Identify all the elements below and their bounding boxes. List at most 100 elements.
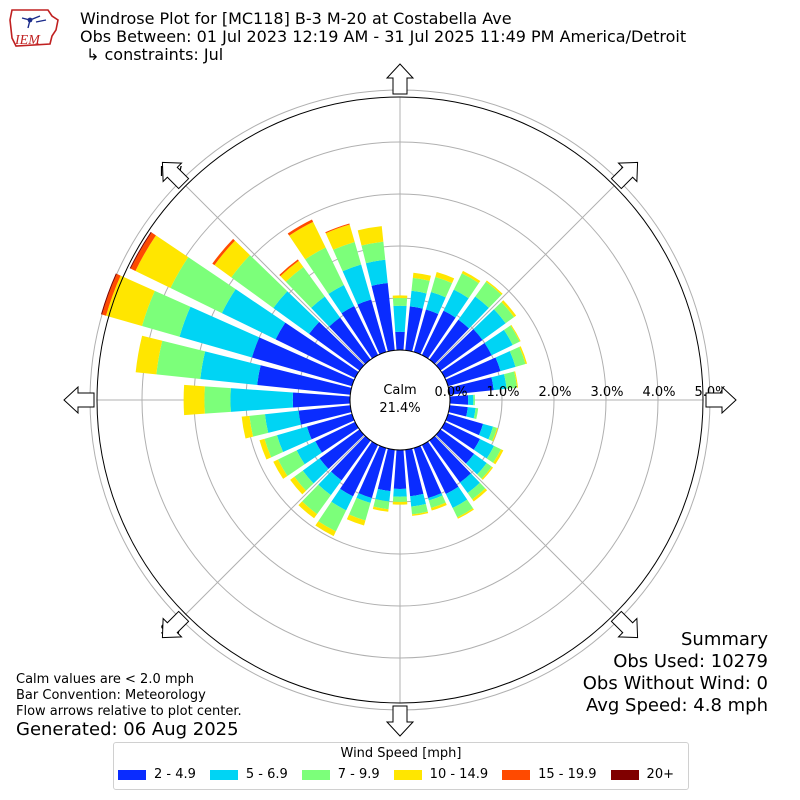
legend-title: Wind Speed [mph] [340, 746, 462, 761]
radial-tick-label: 0.0% [434, 385, 467, 400]
windrose-bar-170-bin-3 [412, 511, 429, 516]
windrose-bar-250-bin-2 [264, 435, 284, 458]
windrose-bar-180-bin-2 [392, 496, 408, 502]
windrose-bar-140-bin-2 [467, 482, 486, 500]
flow-arrow-w-icon [63, 385, 95, 415]
legend-item: 7 - 9.9 [301, 767, 380, 782]
windrose-bar-120-bin-3 [493, 449, 504, 465]
windrose-bar-340-bin-3 [325, 224, 355, 250]
windrose-bar-270-bin-1 [230, 388, 294, 412]
windrose-bar-280-bin-0 [257, 365, 352, 395]
windrose-bar-260-bin-2 [249, 414, 269, 437]
windrose-bar-170-bin-1 [410, 493, 426, 507]
summary-title: Summary [681, 629, 768, 650]
windrose-bar-340-bin-1 [342, 264, 372, 305]
windrose-bar-110-bin-2 [488, 426, 498, 442]
legend-item: 5 - 6.9 [209, 767, 288, 782]
windrose-bar-310-bin-3 [214, 240, 250, 278]
windrose-bar-330-bin-4 [287, 219, 314, 236]
windrose-bar-190-bin-2 [373, 498, 390, 510]
windrose-bar-300-bin-1 [221, 289, 286, 340]
windrose-bar-60-bin-0 [441, 342, 492, 379]
windrose-bar-160-bin-3 [430, 502, 447, 511]
windrose-bar-50-bin-1 [473, 309, 506, 341]
generated-date: Generated: 06 Aug 2025 [16, 719, 239, 740]
windrose-bar-0-bin-1 [393, 305, 407, 332]
flow-arrows-note: Flow arrows relative to plot center. [16, 704, 242, 719]
windrose-bar-240-bin-0 [315, 421, 359, 453]
legend-item: 15 - 19.9 [502, 767, 597, 782]
windrose-bar-270-bin-3 [183, 384, 205, 416]
windrose-bar-80-bin-2 [504, 371, 517, 389]
windrose-bar-60-bin-3 [510, 324, 521, 342]
windrose-bar-230-bin-3 [290, 476, 307, 495]
windrose-bar-160-bin-2 [428, 495, 446, 509]
windrose-bar-280-bin-3 [135, 335, 163, 375]
windrose-bar-120-bin-0 [441, 421, 480, 450]
legend-swatch [393, 769, 422, 780]
windrose-bar-60-bin-1 [484, 329, 513, 356]
windrose-bar-70-bin-1 [495, 351, 516, 372]
calm-label: Calm [383, 383, 416, 398]
windrose-bar-220-bin-2 [302, 484, 331, 515]
legend-swatch [209, 769, 238, 780]
windrose-bar-330-bin-1 [328, 284, 355, 314]
windrose-bar-20-bin-1 [425, 291, 446, 314]
windrose-bar-70-bin-2 [509, 346, 526, 367]
windrose-bar-230-bin-2 [294, 470, 314, 491]
windrose-bar-150-bin-2 [452, 499, 474, 518]
windrose-bar-40-bin-1 [458, 296, 489, 329]
windrose-bar-280-bin-2 [156, 340, 206, 380]
legend-swatch [301, 769, 330, 780]
legend-swatch [118, 769, 146, 780]
windrose-bar-150-bin-1 [445, 486, 468, 509]
windrose-bar-190-bin-1 [375, 488, 391, 502]
flow-arrow-nw-icon [161, 161, 190, 190]
windrose-bar-20-bin-3 [435, 271, 455, 284]
windrose-bar-320-bin-0 [329, 317, 371, 365]
windrose-bar-260-bin-1 [264, 410, 302, 433]
windrose-bar-350-bin-1 [365, 259, 388, 286]
windrose-bar-130-bin-0 [435, 429, 475, 464]
windrose-bar-350-bin-3 [357, 226, 384, 246]
windrose-bar-250-bin-1 [276, 426, 312, 453]
legend-item: 10 - 14.9 [393, 767, 489, 782]
windrose-bar-140-bin-3 [472, 488, 488, 502]
windrose-bar-270-bin-0 [292, 392, 351, 408]
windrose-bar-160-bin-1 [428, 493, 443, 501]
windrose-bar-30-bin-1 [443, 289, 469, 318]
legend-label: 20+ [646, 767, 674, 782]
summary-avg-speed: Avg Speed: 4.8 mph [586, 695, 768, 716]
windrose-bar-0-bin-0 [395, 331, 405, 351]
legend-label: 10 - 14.9 [429, 767, 489, 782]
windrose-bar-170-bin-0 [405, 448, 424, 497]
windrose-bar-140-bin-1 [459, 473, 480, 494]
windrose-bar-260-bin-0 [298, 405, 352, 425]
summary-obs-used: Obs Used: 10279 [613, 651, 768, 672]
legend-swatch [502, 769, 531, 780]
flow-arrow-n-icon [385, 63, 415, 95]
windrose-bar-50-bin-3 [501, 300, 517, 318]
windrose-bar-230-bin-1 [302, 458, 329, 484]
flow-arrow-se-icon [610, 610, 639, 639]
windrose-bar-320-bin-3 [280, 260, 304, 282]
windrose-bar-290-bin-5 [101, 273, 117, 315]
windrose-bar-130-bin-2 [477, 463, 492, 479]
windrose-bar-180-bin-1 [393, 488, 407, 497]
windrose-bar-40-bin-0 [429, 319, 470, 365]
legend-label: 5 - 6.9 [245, 767, 288, 782]
grid-spoke [435, 185, 615, 365]
windrose-bar-90-bin-1 [468, 394, 474, 406]
chart-title: Windrose Plot for [MC118] B-3 M-20 at Co… [80, 9, 512, 28]
windrose-bar-30-bin-0 [421, 310, 456, 359]
windrose-bar-130-bin-1 [465, 453, 487, 475]
windrose-bar-250-bin-3 [259, 438, 272, 460]
grid-spoke [185, 185, 365, 365]
windrose-bar-210-bin-1 [331, 488, 354, 511]
windrose-bar-210-bin-3 [315, 521, 336, 537]
windrose-bar-170-bin-2 [411, 504, 428, 515]
windrose-bar-290-bin-0 [251, 337, 355, 387]
windrose-bar-290-bin-1 [179, 306, 260, 358]
windrose-bar-300-bin-4 [130, 232, 156, 271]
constraints-label: ↳ constraints: Jul [86, 45, 224, 64]
